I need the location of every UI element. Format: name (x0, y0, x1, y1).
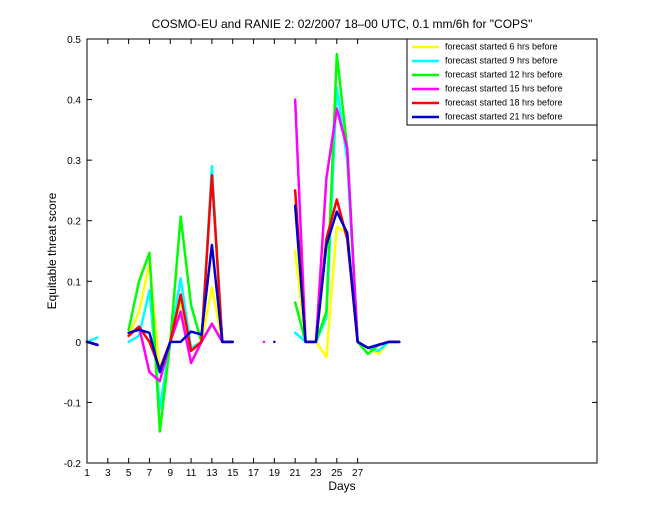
x-tick-label: 3 (105, 468, 111, 479)
x-tick-label: 23 (310, 468, 322, 479)
x-tick-label: 17 (248, 468, 260, 479)
x-tick-label: 25 (331, 468, 343, 479)
y-tick-label: 0.4 (67, 96, 81, 107)
x-tick-label: 5 (126, 468, 132, 479)
x-tick-label: 11 (186, 468, 197, 479)
x-tick-label: 7 (147, 468, 153, 479)
x-tick-label: 15 (227, 468, 239, 479)
axes-box (86, 38, 598, 464)
y-axis-label: Equitable threat score (45, 192, 59, 309)
legend-label: forecast started 15 hrs before (445, 83, 563, 93)
y-tick-label: -0.2 (64, 459, 82, 470)
y-tick-label: -0.1 (64, 398, 82, 409)
y-tick-label: 0 (75, 338, 81, 349)
legend: forecast started 6 hrs before forecast st… (406, 38, 598, 126)
legend-label: forecast started 9 hrs before (445, 55, 558, 65)
y-tick-label: 0.3 (67, 156, 81, 167)
legend-label: forecast started 12 hrs before (445, 69, 563, 79)
legend-label: forecast started 18 hrs before (445, 97, 563, 107)
y-tick-label: 0.1 (67, 277, 81, 288)
chart-title: COSMO-EU and RANIE 2: 02/2007 18–00 UTC,… (152, 17, 533, 31)
y-tick-label: 0.2 (67, 217, 81, 228)
legend-label: forecast started 6 hrs before (445, 41, 558, 51)
legend-box (406, 38, 598, 126)
x-tick-label: 27 (352, 468, 364, 479)
data-line (85, 204, 401, 374)
x-tick-label: 13 (206, 468, 218, 479)
x-tick-label: 1 (84, 468, 90, 479)
x-tick-label: 19 (269, 468, 281, 479)
x-tick-label: 21 (290, 468, 302, 479)
legend-label: forecast started 21 hrs before (445, 111, 563, 121)
y-tick-label: 0.5 (67, 35, 81, 46)
x-axis-label: Days (328, 479, 355, 493)
x-tick-label: 9 (167, 468, 173, 479)
